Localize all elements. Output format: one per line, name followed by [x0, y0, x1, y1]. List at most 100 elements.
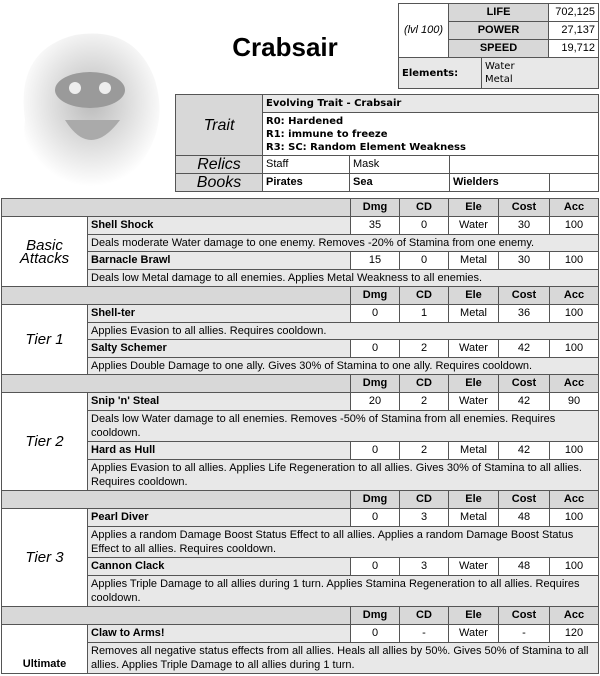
- skill-row: Tier 1 Shell-ter 0 1 Metal 36 100: [1, 304, 599, 375]
- skill-cost: 42: [498, 339, 550, 358]
- skill-ele: Water: [448, 216, 499, 235]
- column-header: Cost: [498, 198, 550, 217]
- skill-acc: 100: [549, 339, 599, 358]
- skill-cost: 36: [498, 304, 550, 323]
- skill-description: Applies Double Damage to one ally. Gives…: [87, 357, 599, 375]
- column-header: Cost: [498, 490, 550, 509]
- life-value: 702,125: [548, 3, 599, 22]
- skill-name: Claw to Arms!: [87, 624, 351, 643]
- skill-cost: 30: [498, 216, 550, 235]
- skill-dmg: 0: [350, 339, 400, 358]
- skill-dmg: 15: [350, 251, 400, 270]
- column-header: Cost: [498, 606, 550, 625]
- stats-table: (lvl 100) LIFE 702,125 POWER 27,137 SPEE…: [398, 3, 599, 89]
- skill-cd: 3: [399, 508, 449, 527]
- section-header: Dmg CD Ele Cost Acc: [1, 490, 599, 509]
- skill-ele: Metal: [448, 251, 499, 270]
- skill-desc-row: Deals low Metal damage to all enemies. A…: [2, 269, 599, 287]
- skill-cd: 0: [399, 216, 449, 235]
- skill-acc: 100: [549, 216, 599, 235]
- skill-name: Shell-ter: [87, 304, 351, 323]
- skill-dmg: 0: [350, 304, 400, 323]
- column-header: Dmg: [350, 606, 400, 625]
- column-header: Acc: [549, 198, 599, 217]
- column-header: Cost: [498, 374, 550, 393]
- trait-ranks: R0: Hardened R1: immune to freeze R3: SC: …: [262, 112, 599, 156]
- column-header: Acc: [549, 606, 599, 625]
- skill-acc: 90: [549, 392, 599, 411]
- section-header: Dmg CD Ele Cost Acc: [1, 374, 599, 393]
- skill-desc-row: Removes all negative status effects from…: [2, 642, 599, 674]
- relic-item: Mask: [349, 155, 450, 174]
- skill-dmg: 0: [350, 508, 400, 527]
- skill-cost: 42: [498, 441, 550, 460]
- skill-row: Salty Schemer 0 2 Water 42 100: [2, 339, 599, 358]
- trait-table: Trait Evolving Trait - Crabsair R0: Hard…: [175, 94, 599, 192]
- column-header: CD: [399, 606, 449, 625]
- book-item: Sea: [349, 173, 450, 192]
- skill-cd: 2: [399, 339, 449, 358]
- skill-acc: 120: [549, 624, 599, 643]
- skill-desc-row: Applies Double Damage to one ally. Gives…: [2, 357, 599, 375]
- skill-cd: 3: [399, 557, 449, 576]
- skill-cd: 2: [399, 441, 449, 460]
- skill-cd: -: [399, 624, 449, 643]
- skill-row: Basic Attacks Shell Shock 35 0 Water 30 100: [1, 216, 599, 287]
- skill-dmg: 20: [350, 392, 400, 411]
- book-item: Pirates: [262, 173, 350, 192]
- books-label: Books: [175, 173, 263, 192]
- skill-row: Ultimate Claw to Arms! 0- Water -120: [1, 624, 599, 674]
- skill-name: Cannon Clack: [87, 557, 351, 576]
- skill-ele: Water: [448, 624, 499, 643]
- skill-cost: 42: [498, 392, 550, 411]
- skill-desc-row: Applies Evasion to all allies. Requires …: [2, 322, 599, 340]
- skill-acc: 100: [549, 441, 599, 460]
- column-header: Acc: [549, 286, 599, 305]
- column-header: Ele: [448, 374, 499, 393]
- skill-description: Applies Triple Damage to all allies duri…: [87, 575, 599, 607]
- skill-name: Barnacle Brawl: [87, 251, 351, 270]
- relic-item: Staff: [262, 155, 350, 174]
- section-label: Tier 2: [1, 392, 88, 491]
- skill-ele: Water: [448, 339, 499, 358]
- skill-description: Applies Evasion to all allies. Applies L…: [87, 459, 599, 491]
- skill-acc: 100: [549, 508, 599, 527]
- column-header: CD: [399, 198, 449, 217]
- skill-cost: 48: [498, 557, 550, 576]
- skill-row: Tier 3 Pearl Diver 0 3 Metal 48 100: [1, 508, 599, 607]
- level-label: (lvl 100): [398, 3, 449, 58]
- column-header: Ele: [448, 286, 499, 305]
- skill-cost: -: [498, 624, 550, 643]
- skill-cd: 2: [399, 392, 449, 411]
- character-portrait: [5, 10, 170, 195]
- skill-name: Hard as Hull: [87, 441, 351, 460]
- column-header: Acc: [549, 490, 599, 509]
- column-header: Cost: [498, 286, 550, 305]
- elements-label: Elements:: [398, 57, 482, 89]
- skill-desc-row: Applies Triple Damage to all allies duri…: [2, 575, 599, 607]
- skill-row: Barnacle Brawl 15 0 Metal 30 100: [2, 251, 599, 270]
- column-header: Ele: [448, 606, 499, 625]
- skill-dmg: 35: [350, 216, 400, 235]
- skill-description: Deals low Metal damage to all enemies. A…: [87, 269, 599, 287]
- skill-acc: 100: [549, 304, 599, 323]
- section-header: Dmg CD Ele Cost Acc: [1, 286, 599, 305]
- column-header: Dmg: [350, 374, 400, 393]
- skill-desc-row: Deals low Water damage to all enemies. R…: [2, 410, 599, 442]
- column-header: Dmg: [350, 490, 400, 509]
- power-label: POWER: [448, 21, 549, 40]
- section-header: Dmg CD Ele Cost Acc: [1, 606, 599, 625]
- book-item: Wielders: [449, 173, 550, 192]
- section-label: Tier 1: [1, 304, 88, 375]
- power-value: 27,137: [548, 21, 599, 40]
- section-label: Tier 3: [1, 508, 88, 607]
- skill-cost: 30: [498, 251, 550, 270]
- skill-ele: Metal: [448, 508, 499, 527]
- column-header: Ele: [448, 198, 499, 217]
- elements-value: Water Metal: [481, 57, 599, 89]
- character-name: Crabsair: [232, 32, 338, 62]
- skill-ele: Metal: [448, 304, 499, 323]
- skill-name: Snip 'n' Steal: [87, 392, 351, 411]
- skill-cd: 0: [399, 251, 449, 270]
- skill-name: Salty Schemer: [87, 339, 351, 358]
